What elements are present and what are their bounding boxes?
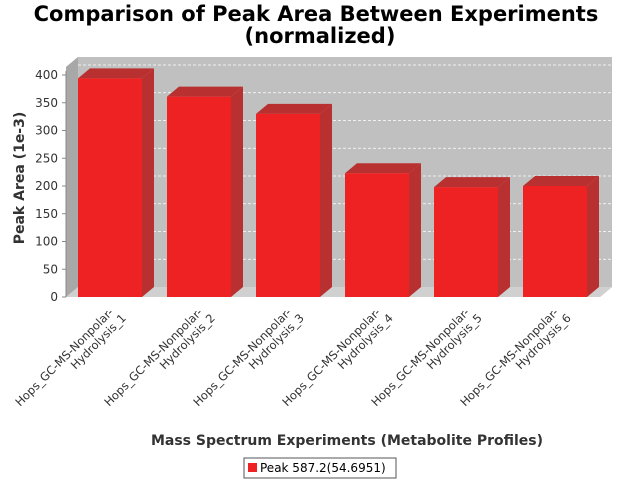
legend: Peak 587.2(54.6951) bbox=[243, 457, 397, 479]
y-tick-label: 250 bbox=[35, 151, 58, 165]
bar bbox=[78, 68, 154, 297]
bar-front bbox=[434, 187, 498, 297]
y-tick-label: 100 bbox=[35, 235, 58, 249]
bar-top bbox=[78, 68, 154, 79]
bar-side bbox=[409, 163, 421, 297]
bar-side bbox=[142, 68, 154, 297]
bar-front bbox=[256, 113, 320, 297]
y-axis: 0 50 100 150 200 250 300 350 400 bbox=[35, 68, 67, 304]
legend-box bbox=[243, 457, 397, 479]
bar-side bbox=[231, 86, 243, 298]
x-axis-labels: Hops_GC-MS-Nonpolar-Hydrolysis_1Hops_GC-… bbox=[12, 305, 574, 409]
chart-title-line2: (normalized) bbox=[245, 24, 396, 48]
bar-top bbox=[523, 176, 599, 186]
bar bbox=[256, 103, 332, 297]
y-tick-label: 400 bbox=[35, 68, 58, 82]
bar-front bbox=[167, 96, 231, 298]
bar-side bbox=[498, 177, 510, 297]
bars bbox=[78, 68, 599, 298]
y-tick-label: 300 bbox=[35, 124, 58, 138]
y-tick-label: 0 bbox=[50, 290, 58, 304]
x-axis-title: Mass Spectrum Experiments (Metabolite Pr… bbox=[151, 433, 543, 449]
bar-top bbox=[434, 177, 510, 188]
plot-left-wall bbox=[66, 57, 78, 297]
x-tick-label-line: Hops_GC-MS-Nonpolar- bbox=[12, 305, 116, 409]
bar bbox=[345, 163, 421, 297]
y-axis-title: Peak Area (1e-3) bbox=[12, 112, 28, 245]
legend-label: Peak 587.2(54.6951) bbox=[260, 461, 386, 475]
bar bbox=[434, 177, 510, 297]
y-tick-label: 200 bbox=[35, 179, 58, 193]
bar bbox=[167, 86, 243, 298]
bar-top bbox=[256, 103, 332, 114]
bar-front bbox=[78, 78, 142, 297]
bar-top bbox=[345, 163, 421, 174]
bar-side bbox=[320, 103, 332, 297]
bar-front bbox=[345, 173, 409, 297]
bar-front bbox=[523, 186, 587, 297]
y-tick-label: 50 bbox=[43, 262, 58, 276]
chart-title-line1: Comparison of Peak Area Between Experime… bbox=[34, 2, 599, 26]
y-tick-label: 150 bbox=[35, 207, 58, 221]
bar-side bbox=[587, 176, 599, 297]
y-tick-label: 350 bbox=[35, 96, 58, 110]
bar bbox=[523, 176, 599, 297]
legend-swatch bbox=[248, 463, 257, 472]
bar-top bbox=[167, 86, 243, 97]
